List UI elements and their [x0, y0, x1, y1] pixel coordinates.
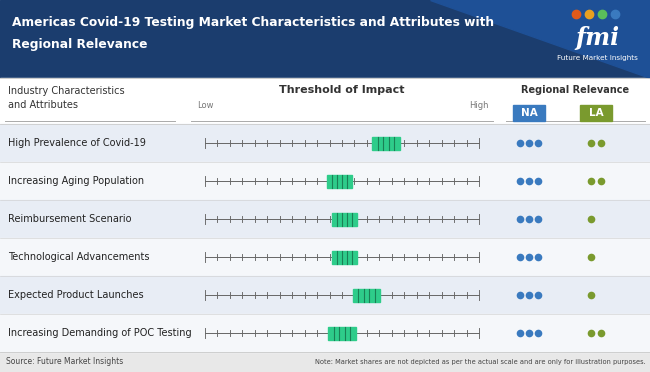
Bar — [580, 105, 612, 121]
Text: High Prevalence of Covid-19: High Prevalence of Covid-19 — [8, 138, 146, 148]
Text: Low: Low — [197, 102, 213, 110]
Text: Americas Covid-19 Testing Market Characteristics and Attributes with: Americas Covid-19 Testing Market Charact… — [12, 16, 494, 29]
Text: Note: Market shares are not depicted as per the actual scale and are only for il: Note: Market shares are not depicted as … — [315, 359, 646, 365]
Bar — [0, 276, 650, 314]
Bar — [372, 137, 400, 150]
Text: Reimbursement Scenario: Reimbursement Scenario — [8, 214, 131, 224]
Bar — [0, 200, 650, 238]
Text: fmi: fmi — [575, 26, 619, 50]
Text: LA: LA — [589, 108, 603, 118]
Text: Threshold of Impact: Threshold of Impact — [280, 85, 405, 95]
Text: Industry Characteristics
and Attributes: Industry Characteristics and Attributes — [8, 86, 125, 110]
Text: Source: Future Market Insights: Source: Future Market Insights — [6, 357, 123, 366]
Bar — [327, 174, 352, 187]
Bar — [0, 162, 650, 200]
Bar — [0, 352, 650, 372]
Bar — [332, 212, 357, 225]
Text: Expected Product Launches: Expected Product Launches — [8, 290, 144, 300]
Text: Increasing Aging Population: Increasing Aging Population — [8, 176, 144, 186]
Bar — [0, 238, 650, 276]
Polygon shape — [430, 0, 650, 78]
Text: NA: NA — [521, 108, 538, 118]
Bar — [328, 327, 356, 340]
Bar — [332, 250, 357, 263]
Text: Increasing Demanding of POC Testing: Increasing Demanding of POC Testing — [8, 328, 192, 338]
Text: Regional Relevance: Regional Relevance — [521, 85, 630, 95]
Bar — [0, 124, 650, 162]
Text: Future Market Insights: Future Market Insights — [556, 55, 638, 61]
Bar — [353, 289, 380, 301]
Bar — [0, 314, 650, 352]
Bar — [513, 105, 545, 121]
Bar — [0, 0, 650, 78]
Text: High: High — [469, 102, 489, 110]
Bar — [0, 78, 650, 124]
Text: Regional Relevance: Regional Relevance — [12, 38, 148, 51]
Text: Technological Advancements: Technological Advancements — [8, 252, 150, 262]
